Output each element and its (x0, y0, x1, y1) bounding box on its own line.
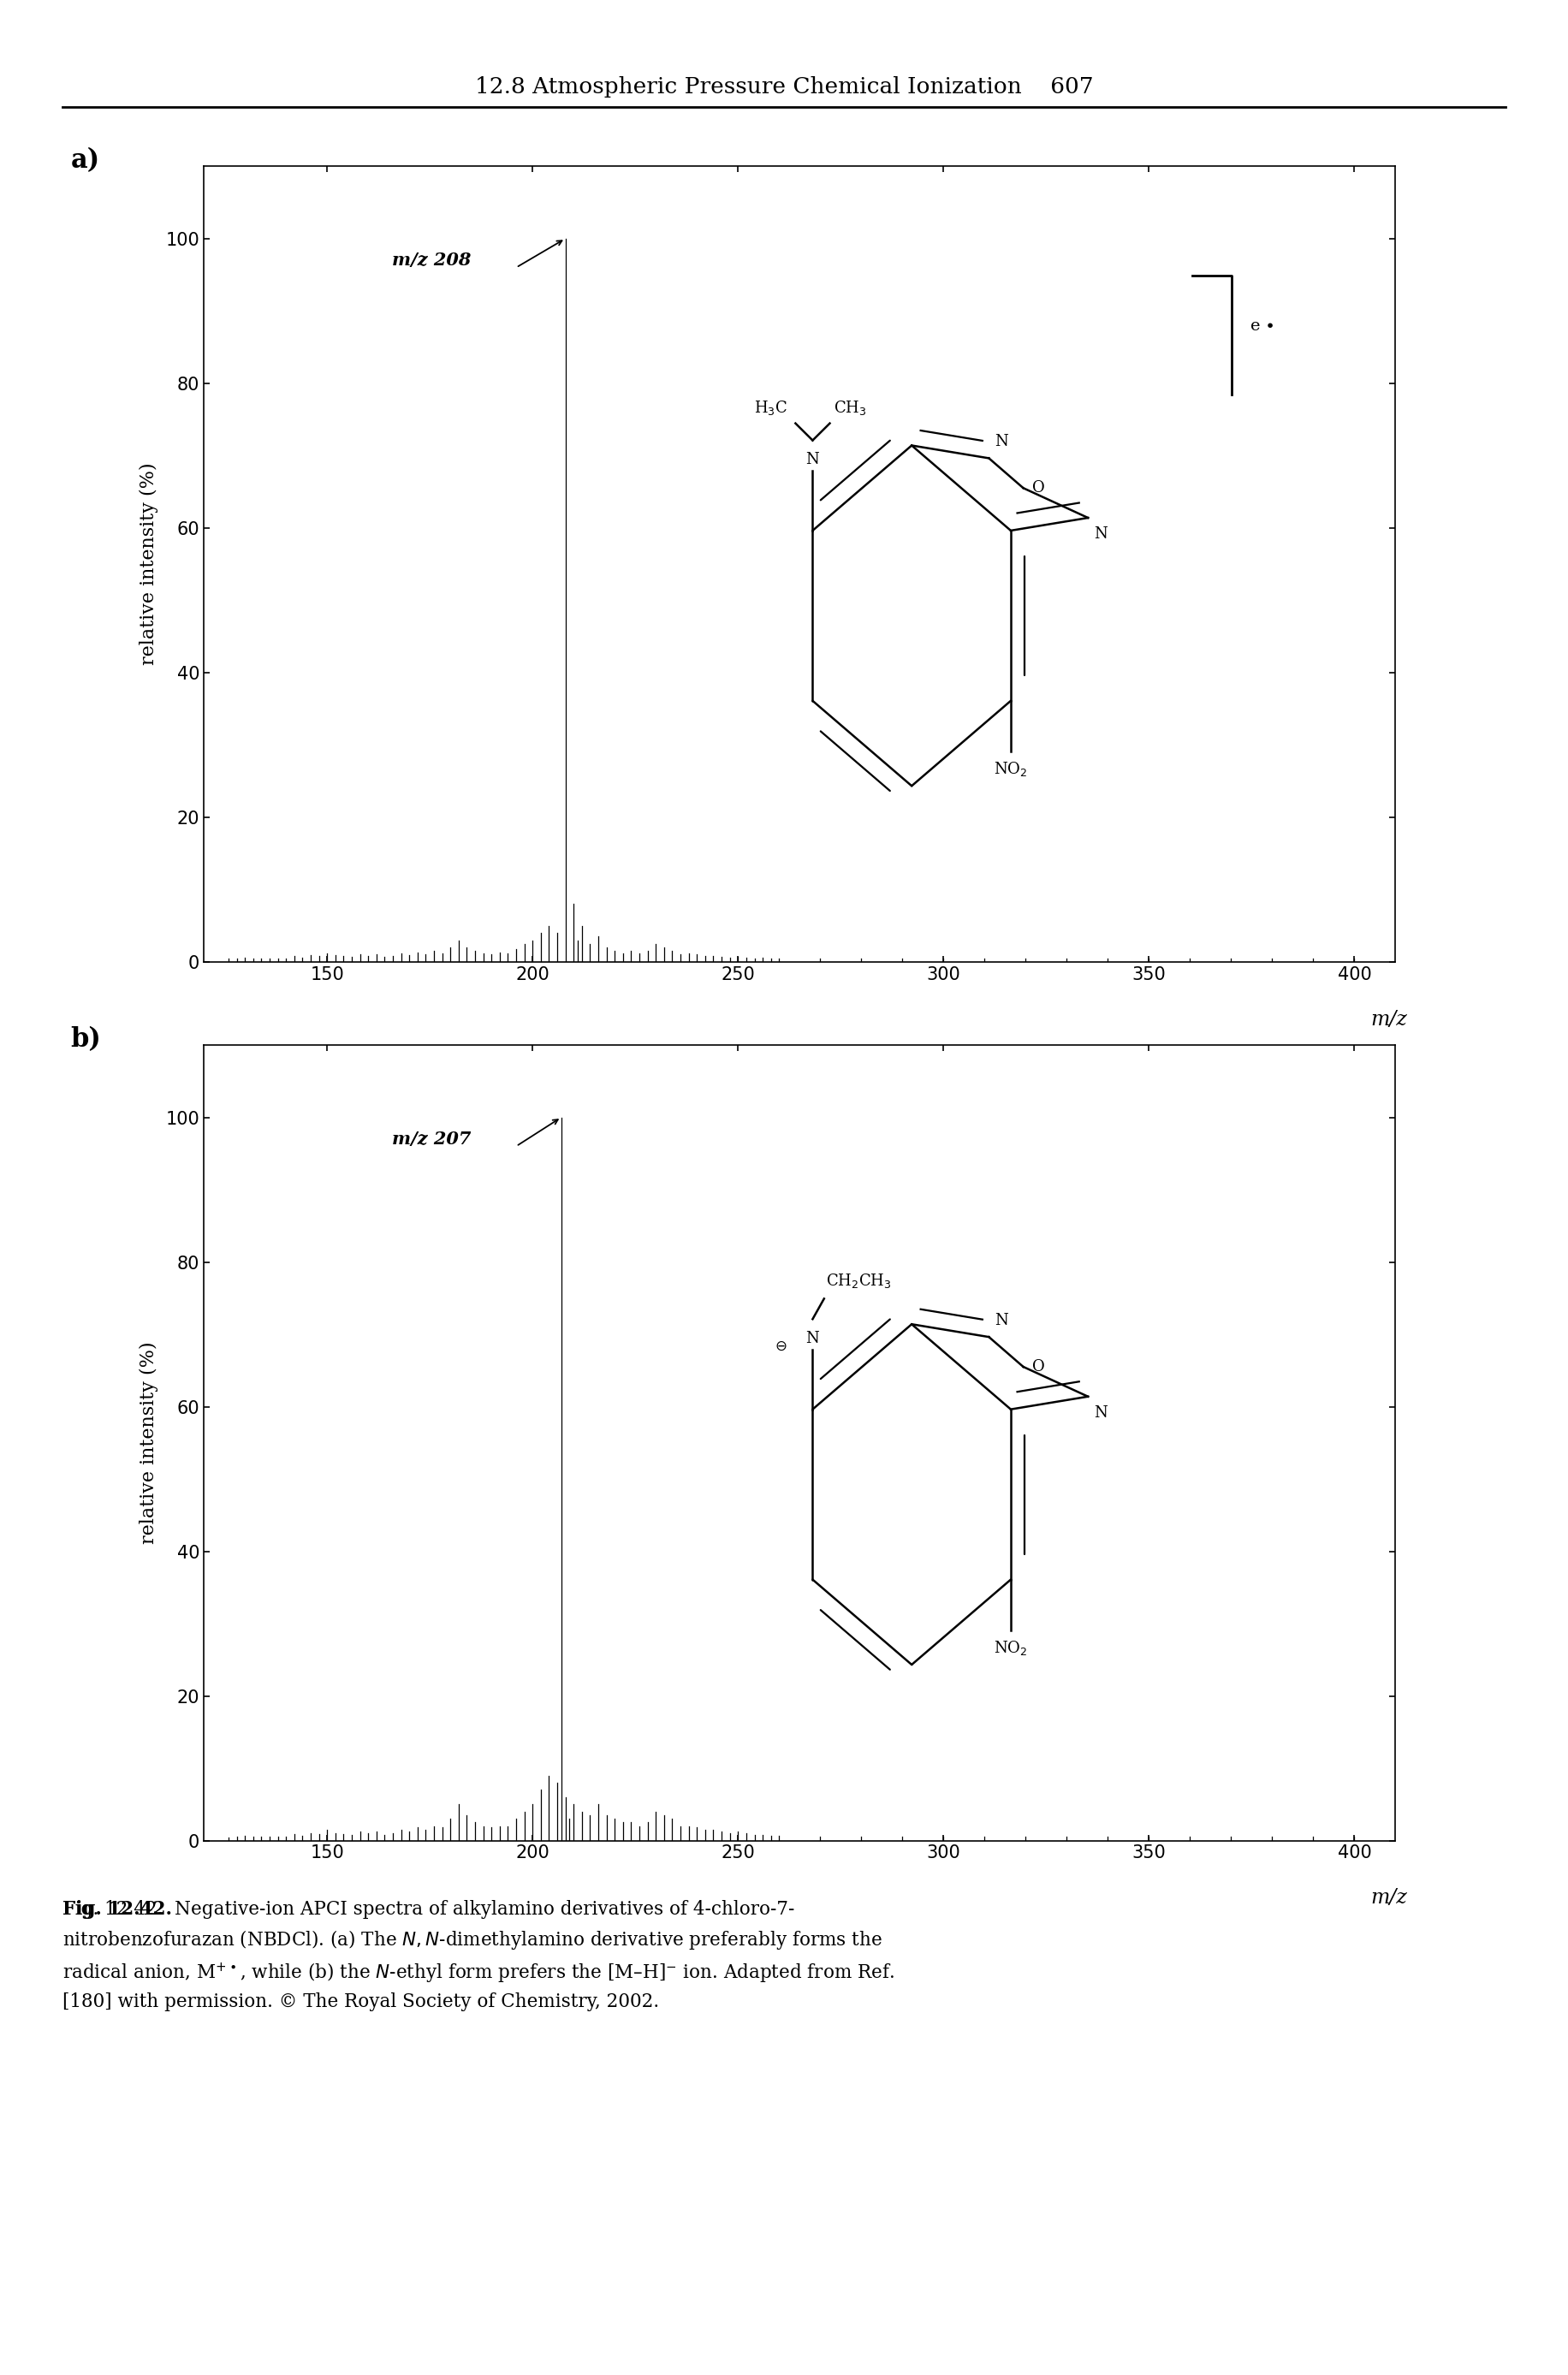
Text: m/z 207: m/z 207 (392, 1130, 470, 1147)
Text: a): a) (71, 147, 100, 173)
Text: 12.8 Atmospheric Pressure Chemical Ionization    607: 12.8 Atmospheric Pressure Chemical Ioniz… (475, 76, 1093, 97)
Text: m/z: m/z (1370, 1009, 1408, 1028)
Text: m/z: m/z (1370, 1888, 1408, 1907)
Text: Fig. 12.42.: Fig. 12.42. (63, 1900, 172, 1919)
Y-axis label: relative intensity (%): relative intensity (%) (140, 1342, 158, 1544)
Y-axis label: relative intensity (%): relative intensity (%) (140, 463, 158, 665)
Text: m/z 208: m/z 208 (392, 252, 470, 268)
Text: Fig. 12.42.  Negative-ion APCI spectra of alkylamino derivatives of 4-chloro-7-
: Fig. 12.42. Negative-ion APCI spectra of… (63, 1900, 894, 2012)
Text: b): b) (71, 1026, 102, 1052)
